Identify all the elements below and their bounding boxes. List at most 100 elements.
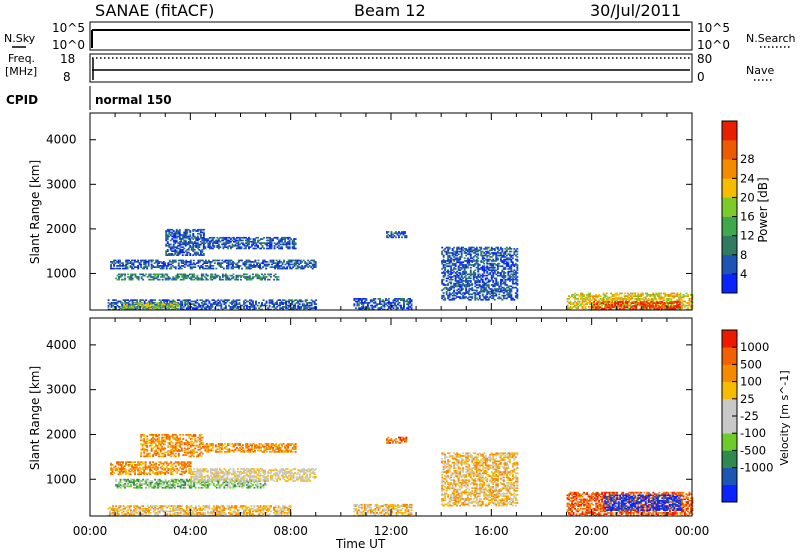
data-cell xyxy=(457,276,460,278)
data-cell xyxy=(646,299,649,301)
data-cell xyxy=(182,481,185,484)
data-cell xyxy=(130,277,132,280)
data-cell xyxy=(359,302,362,304)
data-cell xyxy=(128,480,131,482)
data-cell xyxy=(374,300,377,303)
data-cell xyxy=(510,265,513,268)
data-cell xyxy=(263,265,266,267)
data-cell xyxy=(247,484,250,486)
data-cell xyxy=(200,304,203,307)
data-cell xyxy=(237,244,240,247)
data-cell xyxy=(492,258,495,261)
data-cell xyxy=(475,276,478,278)
data-cell xyxy=(616,292,619,295)
data-cell xyxy=(258,302,260,304)
data-cell xyxy=(614,294,617,296)
data-cell xyxy=(153,464,156,466)
data-cell xyxy=(670,298,673,300)
data-cell xyxy=(466,285,469,288)
data-cell xyxy=(183,242,186,244)
data-cell xyxy=(450,286,453,289)
data-cell xyxy=(294,303,297,305)
data-cell xyxy=(190,236,193,239)
data-cell xyxy=(182,465,185,468)
data-cell xyxy=(225,242,228,244)
data-cell xyxy=(648,302,651,305)
data-cell xyxy=(614,296,617,299)
data-cell xyxy=(175,250,178,252)
data-cell xyxy=(166,273,169,276)
data-cell xyxy=(252,300,254,303)
data-cell xyxy=(489,258,492,261)
data-cell xyxy=(645,301,648,303)
data-cell xyxy=(200,484,203,486)
data-cell xyxy=(181,248,184,251)
data-cell xyxy=(193,273,196,276)
data-cell xyxy=(465,288,468,290)
data-cell xyxy=(359,307,362,309)
data-cell xyxy=(125,480,128,482)
colorbar-bin xyxy=(722,121,737,141)
data-cell xyxy=(306,303,309,305)
data-cell xyxy=(574,298,576,300)
data-cell xyxy=(448,254,451,257)
data-cell xyxy=(149,469,152,472)
data-cell xyxy=(445,246,448,249)
data-cell xyxy=(311,263,314,266)
data-cell xyxy=(237,278,239,281)
data-cell xyxy=(245,267,248,270)
data-cell xyxy=(202,254,205,256)
data-cell xyxy=(189,231,192,234)
data-cell xyxy=(285,236,288,239)
data-cell xyxy=(138,302,141,305)
data-cell xyxy=(498,297,501,300)
data-cell xyxy=(629,304,632,307)
data-cell xyxy=(653,302,656,305)
data-cell xyxy=(516,272,519,274)
data-cell xyxy=(235,304,238,307)
data-cell xyxy=(657,307,660,310)
data-cell xyxy=(611,295,614,297)
data-cell xyxy=(179,473,182,476)
data-cell xyxy=(608,306,611,309)
data-cell xyxy=(453,297,456,300)
data-cell xyxy=(294,242,297,244)
data-cell xyxy=(200,277,203,280)
data-cell xyxy=(192,246,195,248)
data-cell xyxy=(167,485,170,488)
data-cell xyxy=(616,294,619,296)
data-cell xyxy=(475,253,478,256)
data-cell xyxy=(382,299,384,301)
colorbar-bin xyxy=(722,254,737,275)
data-cell xyxy=(231,307,233,309)
data-cell xyxy=(255,302,257,304)
data-cell xyxy=(231,274,233,277)
data-cell xyxy=(177,462,180,465)
data-cell xyxy=(505,250,508,253)
data-cell xyxy=(226,267,228,270)
data-cell xyxy=(611,294,614,296)
data-cell xyxy=(651,301,654,303)
data-cell xyxy=(480,246,483,249)
data-cell xyxy=(690,300,692,303)
data-cell xyxy=(675,303,678,306)
data-cell xyxy=(490,265,493,268)
data-cell xyxy=(668,307,671,310)
data-cell xyxy=(658,294,661,296)
data-cell xyxy=(211,242,214,244)
data-cell xyxy=(181,303,184,305)
data-cell xyxy=(511,262,514,265)
data-cell xyxy=(166,482,169,485)
data-cell xyxy=(236,242,238,244)
data-cell xyxy=(257,266,260,268)
data-cell xyxy=(207,238,210,240)
data-cell xyxy=(227,259,230,262)
data-cell xyxy=(566,304,569,307)
data-cell xyxy=(248,263,251,266)
data-cell xyxy=(496,282,499,285)
data-cell xyxy=(175,251,178,254)
data-cell xyxy=(154,482,157,485)
data-cell xyxy=(135,306,138,309)
data-cell xyxy=(581,302,584,304)
data-cell xyxy=(631,292,634,295)
